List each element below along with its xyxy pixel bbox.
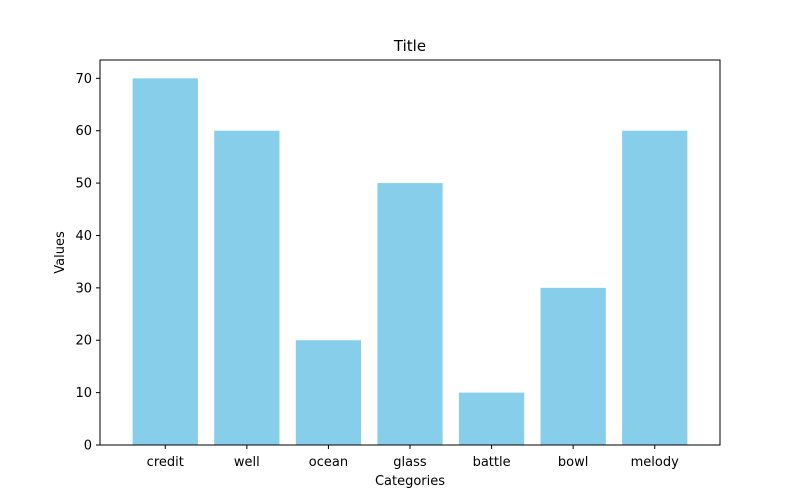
bars-group [132,78,688,445]
x-tick-label: well [234,455,260,470]
x-tick-label: melody [631,455,679,470]
bar-ocean [295,340,362,445]
x-axis-label: Categories [375,474,445,489]
y-tick-label: 30 [75,281,92,296]
y-axis-ticks: 0 10 20 30 40 50 60 70 [75,72,100,454]
bar-bowl [540,287,606,445]
y-tick-label: 10 [75,386,92,401]
x-tick-label: glass [393,455,427,470]
x-tick-label: ocean [309,455,348,470]
y-tick-label: 70 [75,72,92,87]
bar-glass [377,183,443,445]
x-axis-ticks: credit well ocean glass battle bowl melody [147,445,679,470]
x-tick-label: credit [147,455,184,470]
chart-title: Title [393,37,426,55]
y-tick-label: 40 [75,229,92,244]
y-tick-label: 60 [75,124,92,139]
bar-well [214,130,280,445]
bar-melody [622,130,688,445]
y-tick-label: 50 [75,177,92,192]
y-tick-label: 20 [75,334,92,349]
bar-credit [132,78,198,445]
y-axis-label: Values [53,231,68,274]
bar-battle [458,392,525,445]
x-tick-label: battle [473,455,511,470]
x-tick-label: bowl [558,455,588,470]
y-tick-label: 0 [84,439,92,454]
